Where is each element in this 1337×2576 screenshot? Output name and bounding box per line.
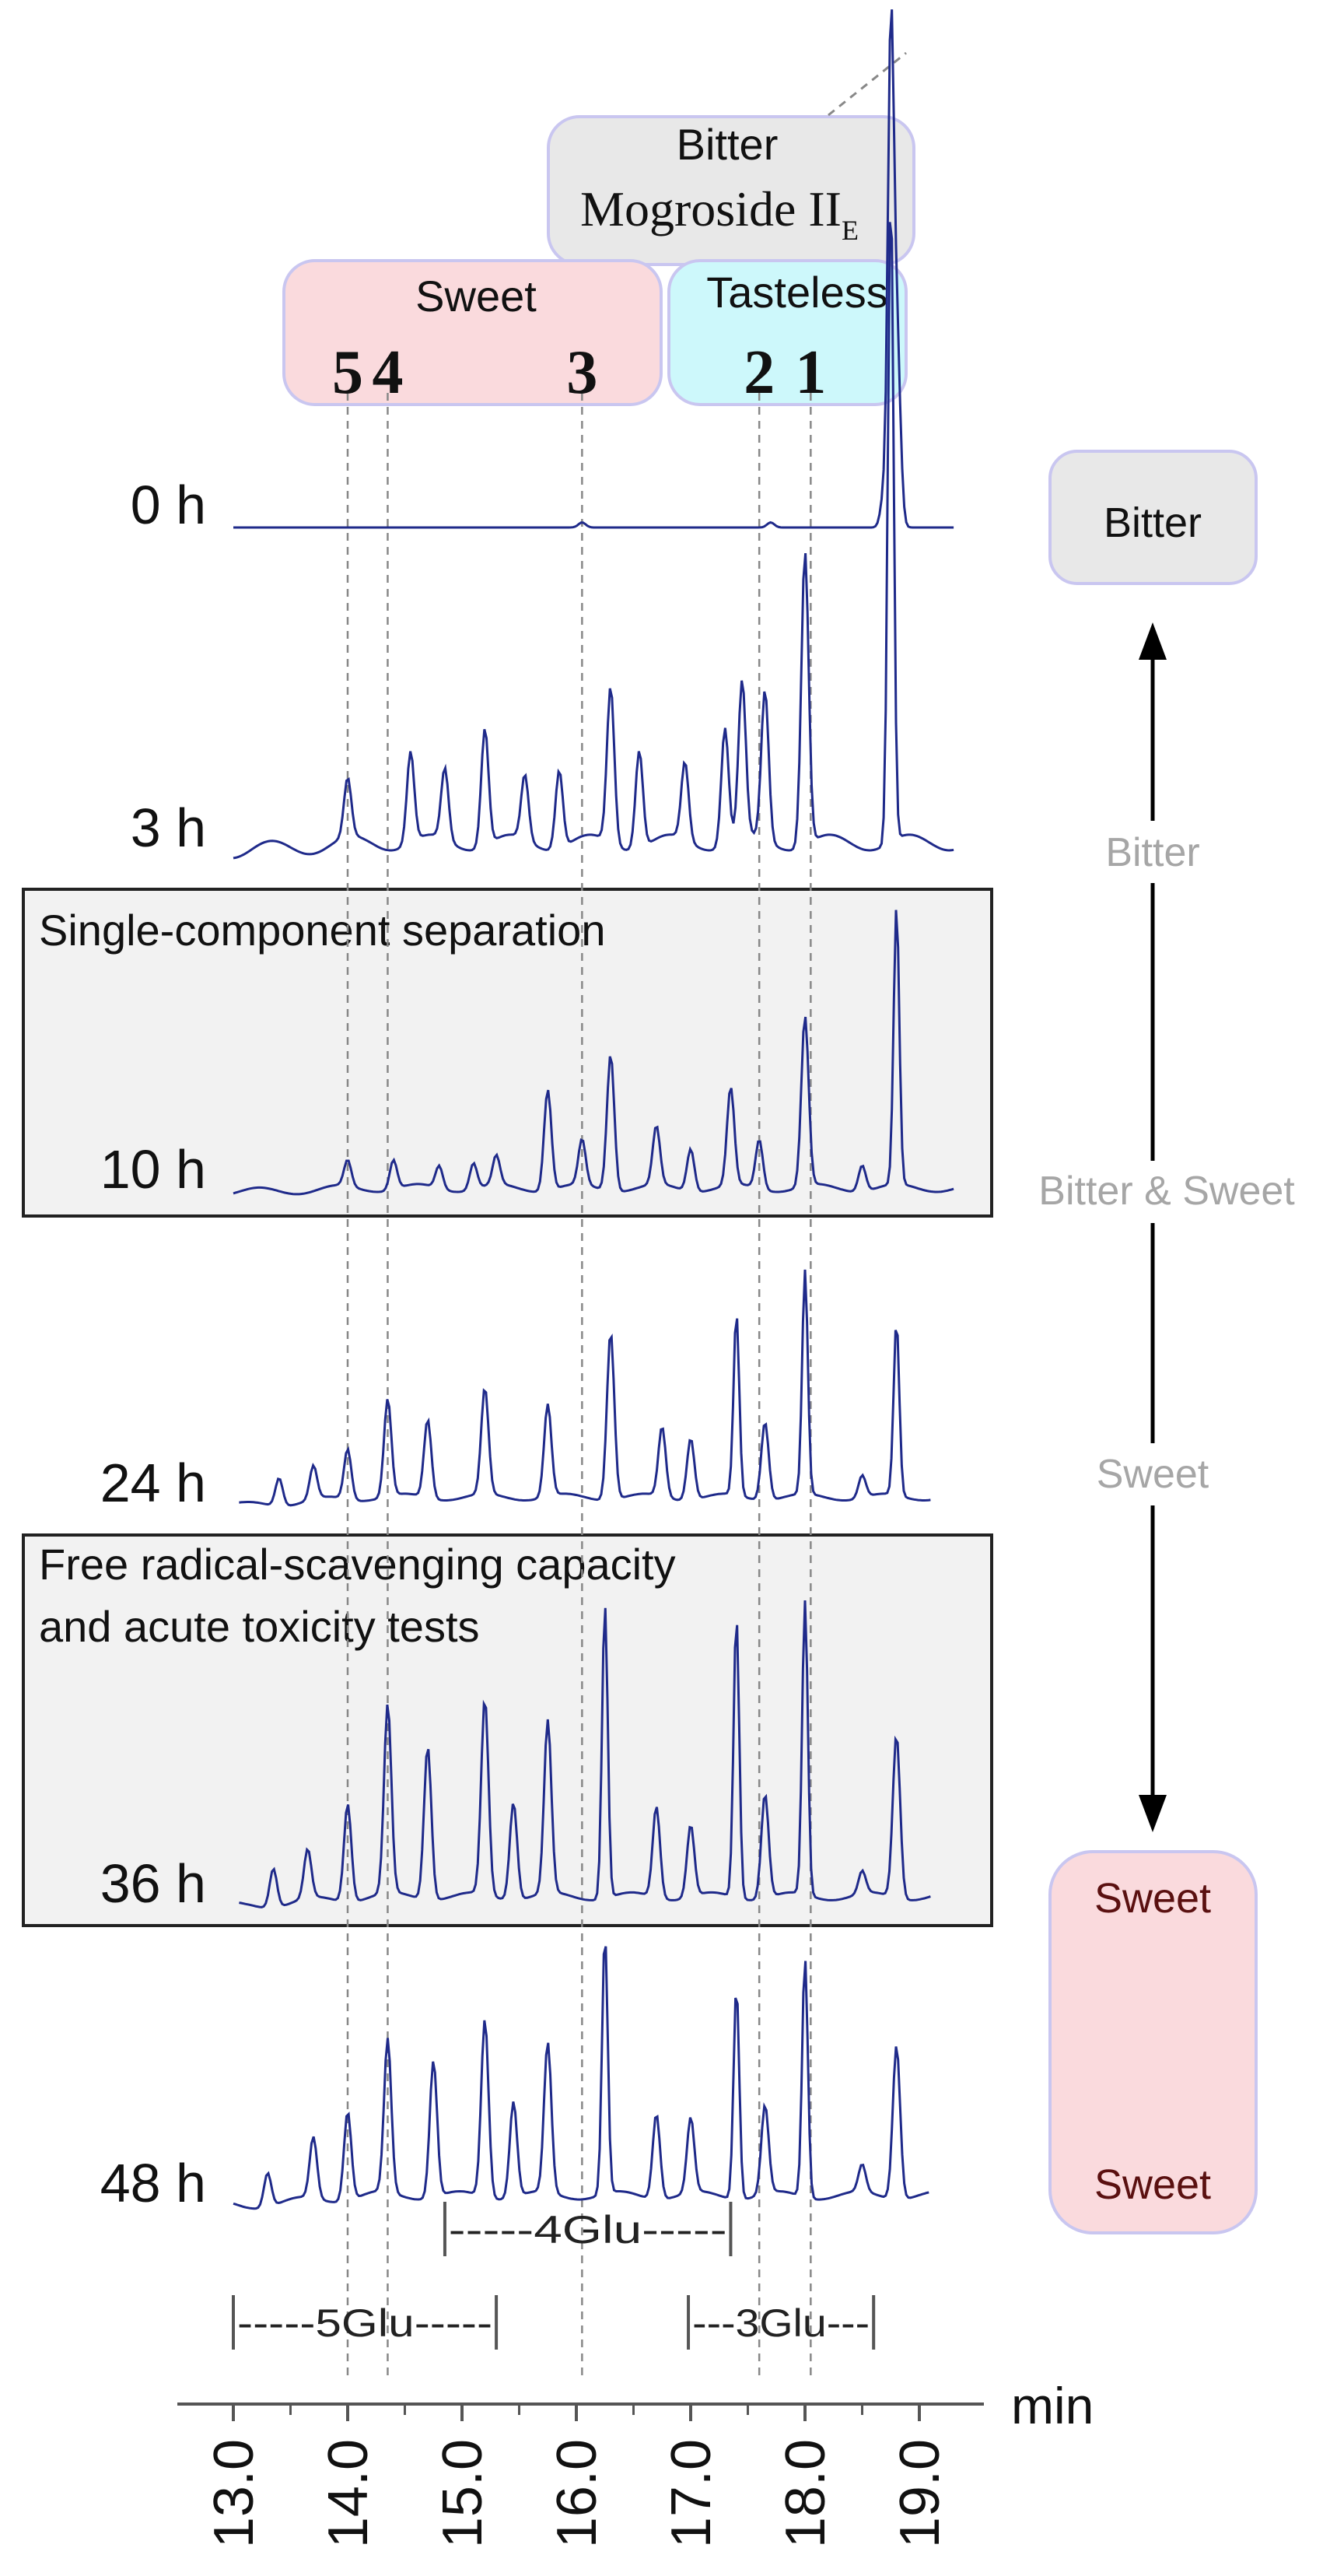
scale-label-bg-1 xyxy=(1073,821,1233,883)
x-tick-label: 13.0 xyxy=(203,2439,265,2548)
x-tick-label: 16.0 xyxy=(546,2439,608,2548)
arrow-head-up-icon xyxy=(1139,622,1167,660)
peak-marker-4: 4 xyxy=(372,338,403,407)
top-bitter-box xyxy=(1048,450,1258,585)
bottom-sweet-box xyxy=(1048,1850,1258,2234)
arrow-head-down-icon xyxy=(1139,1795,1167,1832)
series-label-0h: 0 h xyxy=(131,475,206,535)
x-tick-label: 15.0 xyxy=(432,2439,494,2548)
series-labels: 0 h 3 h 10 h 24 h 36 h 48 h xyxy=(100,475,206,2213)
scale-label-bg-3 xyxy=(1073,1443,1233,1505)
glu-range-label: -----5Glu----- xyxy=(237,2301,492,2345)
peak-marker-1: 1 xyxy=(795,338,826,407)
glu-range-label: ---3Glu--- xyxy=(692,2301,870,2345)
scale-label-bg-2 xyxy=(1003,1161,1330,1223)
tasteless-label: Tasteless xyxy=(706,268,887,317)
x-tick-label: 17.0 xyxy=(660,2439,723,2548)
chromatogram-traces xyxy=(233,9,954,2210)
series-label-3h: 3 h xyxy=(131,797,206,858)
x-tick-label: 19.0 xyxy=(889,2439,951,2548)
sweet-box xyxy=(282,259,663,406)
mogroside-leader-line xyxy=(828,51,907,117)
panel-single-component xyxy=(22,888,993,1218)
x-axis-label: min xyxy=(1011,2377,1094,2434)
trace-36h xyxy=(239,1600,931,1908)
mogroside-label: Mogroside IIE xyxy=(580,181,859,246)
mogroside-subscript: E xyxy=(842,215,859,246)
trace-24h xyxy=(239,1269,931,1507)
series-label-48h: 48 h xyxy=(100,2153,206,2213)
scale-label-bitter-sweet: Bitter & Sweet xyxy=(1038,1169,1295,1214)
series-label-24h: 24 h xyxy=(100,1453,206,1513)
peak-marker-2: 2 xyxy=(744,338,775,407)
bottom-sweet-label-1: Sweet xyxy=(1094,1875,1211,1922)
mogroside-name: Mogroside II xyxy=(580,181,842,237)
tasteless-box xyxy=(667,259,908,406)
x-tick-label: 18.0 xyxy=(775,2439,837,2548)
peak-marker-5: 5 xyxy=(332,338,363,407)
trace-3h xyxy=(233,222,954,860)
x-axis: 13.0 14.0 15.0 16.0 17.0 18.0 19.0 min xyxy=(177,2377,1094,2548)
series-label-36h: 36 h xyxy=(100,1853,206,1914)
scale-label-bitter: Bitter xyxy=(1105,830,1199,875)
scale-label-sweet: Sweet xyxy=(1097,1452,1209,1497)
bitter-label: Bitter xyxy=(677,120,779,169)
panel-single-component-label: Single-component separation xyxy=(39,906,605,955)
glu-ranges: -----4Glu----- -----5Glu----- ---3Glu--- xyxy=(232,2202,876,2350)
x-tick-label: 14.0 xyxy=(317,2439,380,2548)
trace-10h xyxy=(233,909,954,1196)
top-bitter-label: Bitter xyxy=(1104,499,1202,546)
glu-range-label: -----4Glu----- xyxy=(449,2208,727,2252)
panel-radical-toxicity-line1: Free radical-scavenging capacity xyxy=(39,1540,676,1589)
peak-marker-3: 3 xyxy=(566,338,597,407)
series-label-10h: 10 h xyxy=(100,1139,206,1200)
panel-radical-toxicity-line2: and acute toxicity tests xyxy=(39,1602,480,1651)
trace-48h xyxy=(233,1946,929,2210)
sweet-label: Sweet xyxy=(415,272,537,321)
bottom-sweet-label-2: Sweet xyxy=(1094,2161,1211,2208)
trace-0h xyxy=(233,9,954,529)
